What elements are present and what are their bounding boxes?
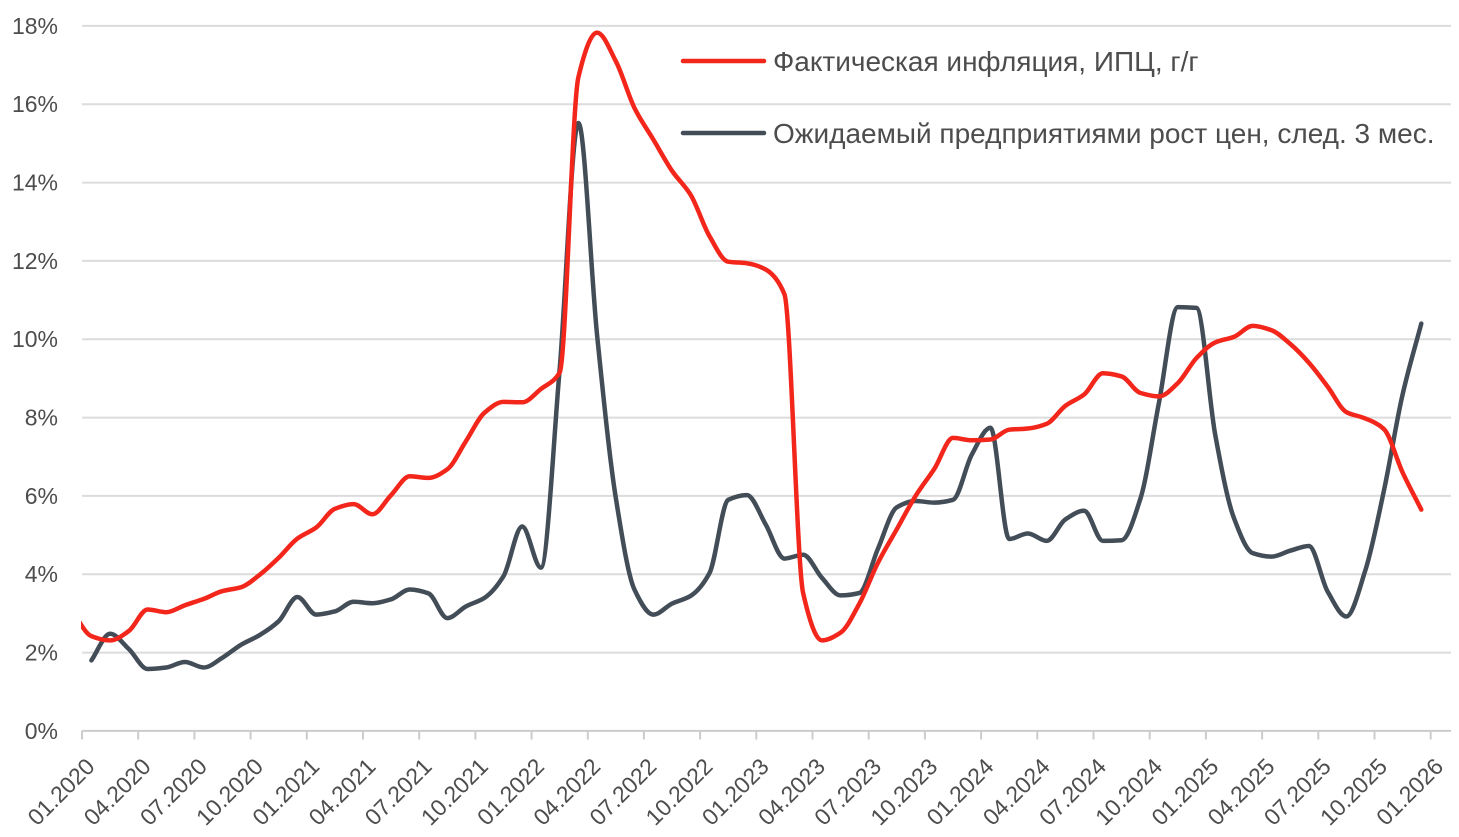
svg-text:10%: 10% xyxy=(12,326,58,352)
svg-text:Ожидаемый предприятиями рост ц: Ожидаемый предприятиями рост цен, след. … xyxy=(773,118,1435,149)
svg-text:16%: 16% xyxy=(12,91,58,117)
svg-text:12%: 12% xyxy=(12,248,58,274)
svg-text:8%: 8% xyxy=(25,405,58,431)
svg-text:14%: 14% xyxy=(12,170,58,196)
svg-text:18%: 18% xyxy=(12,13,58,39)
svg-text:2%: 2% xyxy=(25,640,58,666)
svg-text:0%: 0% xyxy=(25,718,58,744)
svg-text:6%: 6% xyxy=(25,483,58,509)
svg-text:4%: 4% xyxy=(25,561,58,587)
svg-text:Фактическая инфляция, ИПЦ, г/г: Фактическая инфляция, ИПЦ, г/г xyxy=(773,46,1199,77)
